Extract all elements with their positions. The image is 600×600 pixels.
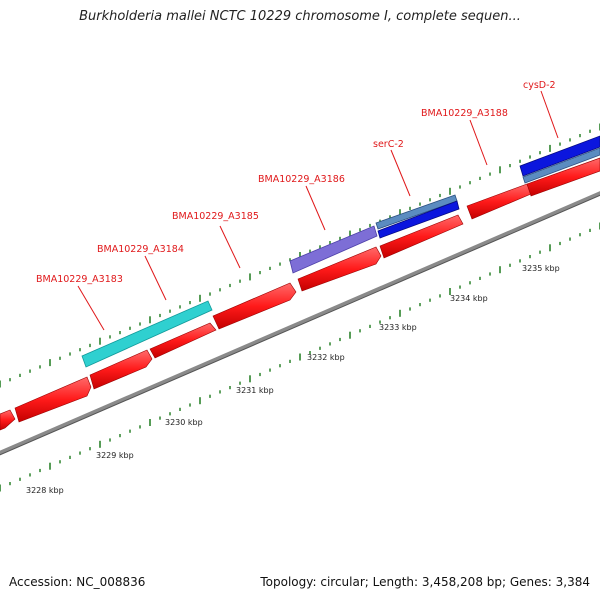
scale-label: 3233 kbp	[379, 323, 417, 332]
cds-arrow[interactable]	[0, 409, 16, 431]
blue-feature-2[interactable]	[519, 135, 600, 177]
scale-label: 3235 kbp	[522, 264, 560, 273]
cds-arrow[interactable]	[526, 157, 600, 197]
map-title: Burkholderia mallei NCTC 10229 chromosom…	[79, 9, 521, 24]
gene-labels: BMA10229_A3183 BMA10229_A3184 BMA10229_A…	[36, 80, 556, 285]
accession-text: Accession: NC_008836	[9, 575, 146, 589]
gene-label[interactable]: BMA10229_A3184	[97, 244, 184, 255]
scale-label: 3230 kbp	[165, 418, 203, 427]
genome-backbone	[0, 191, 600, 456]
scale-label: 3231 kbp	[236, 386, 274, 395]
gene-label[interactable]: BMA10229_A3185	[172, 211, 259, 222]
purple-feature[interactable]	[289, 225, 378, 274]
cds-arrow[interactable]	[89, 349, 153, 390]
scale-label: 3228 kbp	[26, 486, 64, 495]
gene-label[interactable]: serC-2	[373, 139, 404, 150]
cds-arrow[interactable]	[466, 183, 532, 220]
cds-arrow[interactable]	[149, 322, 217, 359]
scale-label: 3234 kbp	[450, 294, 488, 303]
teal-feature[interactable]	[81, 300, 213, 368]
gene-label[interactable]: BMA10229_A3188	[421, 108, 508, 119]
blue-feature-1[interactable]	[377, 200, 460, 239]
scale-label: 3232 kbp	[307, 353, 345, 362]
outer-tick-row	[0, 123, 600, 388]
scale-label: 3229 kbp	[96, 451, 134, 460]
cds-arrow[interactable]	[297, 246, 382, 292]
cds-arrow[interactable]	[212, 282, 297, 330]
genome-summary-text: Topology: circular; Length: 3,458,208 bp…	[260, 575, 590, 589]
cds-arrow[interactable]	[379, 214, 464, 259]
steelblue-feature-2[interactable]	[522, 147, 600, 184]
cds-arrow[interactable]	[14, 376, 92, 423]
genome-backbone-shadow	[0, 194, 600, 456]
inner-tick-row	[0, 222, 600, 492]
cds-track	[0, 157, 600, 431]
feature-track	[81, 135, 600, 368]
label-leaders	[77, 90, 559, 331]
gene-label[interactable]: cysD-2	[523, 80, 556, 91]
gene-label[interactable]: BMA10229_A3186	[258, 174, 345, 185]
gene-label[interactable]: BMA10229_A3183	[36, 274, 123, 285]
scale-labels: 3228 kbp 3229 kbp 3230 kbp 3231 kbp 3232…	[26, 264, 560, 495]
